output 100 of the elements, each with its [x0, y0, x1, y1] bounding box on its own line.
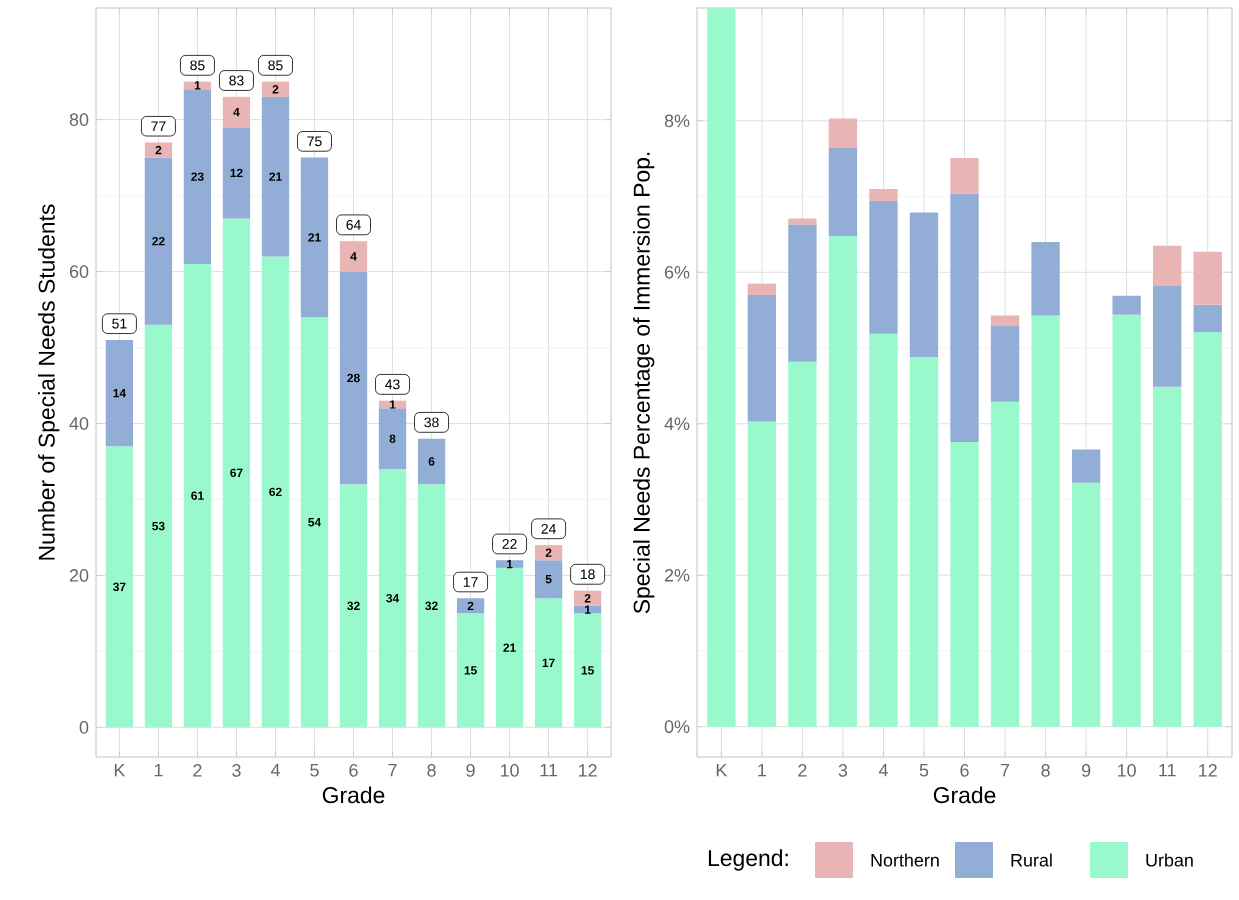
bar	[417, 438, 446, 485]
bar	[183, 263, 212, 728]
x-axis-title: Grade	[322, 786, 385, 804]
data-label: 2	[467, 601, 474, 610]
data-label: 8	[389, 434, 396, 443]
data-label: 62	[269, 487, 282, 497]
x-tick-label: 10	[1118, 764, 1136, 777]
x-tick-label: 6	[349, 764, 358, 777]
total-label: 43	[385, 379, 400, 390]
bar	[261, 96, 290, 257]
bar	[1071, 449, 1101, 483]
data-label: 15	[581, 666, 594, 675]
bar	[573, 590, 602, 606]
y-axis-title: Special Needs Percentage of Immersion Pop.	[633, 152, 655, 614]
bar	[990, 326, 1020, 402]
bar	[747, 421, 777, 727]
data-label: 34	[386, 593, 400, 603]
data-label: 32	[347, 601, 360, 611]
bar	[144, 324, 173, 728]
bar	[378, 469, 407, 728]
bar	[869, 201, 898, 334]
x-tick-label: 9	[1081, 764, 1091, 777]
bar	[1031, 241, 1060, 316]
legend-title: Legend:	[708, 849, 788, 871]
x-tick-label: 4	[878, 764, 888, 777]
bar	[534, 560, 563, 599]
y-tick-label: 0%	[664, 720, 690, 734]
data-label: 54	[308, 518, 322, 527]
bar	[339, 241, 368, 272]
legend-label: Rural	[1011, 853, 1052, 867]
data-label: 2	[272, 85, 279, 94]
data-label: 32	[425, 601, 438, 611]
total-label: 75	[307, 136, 322, 147]
bar	[909, 357, 939, 727]
bar	[456, 598, 485, 614]
bar	[747, 283, 777, 296]
x-tick-label: K	[716, 764, 728, 777]
x-tick-label: 5	[919, 764, 929, 777]
bar	[1193, 332, 1222, 727]
x-tick-label: 3	[838, 764, 848, 777]
data-label: 1	[194, 81, 201, 90]
bar	[828, 148, 858, 236]
x-tick-label: K	[114, 764, 126, 777]
bar	[788, 361, 817, 727]
x-tick-label: 8	[1041, 764, 1050, 777]
bar	[222, 96, 251, 128]
x-tick-label: 1	[758, 764, 766, 777]
y-tick-label: 20	[69, 569, 89, 582]
bar	[105, 339, 134, 447]
x-tick-label: 7	[1000, 764, 1010, 777]
x-tick-label: 8	[427, 764, 436, 777]
data-label: 17	[542, 658, 555, 667]
data-label: 67	[230, 468, 243, 478]
y-tick-label: 80	[69, 113, 89, 126]
data-label: 28	[347, 373, 360, 383]
data-label: 2	[155, 145, 162, 155]
bar	[534, 598, 563, 728]
bar	[534, 545, 563, 561]
bar	[950, 441, 979, 727]
y-tick-label: 4%	[664, 417, 690, 431]
bar	[222, 218, 251, 728]
bar	[1193, 304, 1222, 333]
bar	[788, 218, 817, 225]
x-tick-label: 2	[798, 764, 807, 777]
bar	[869, 188, 898, 202]
data-label: 6	[428, 457, 435, 466]
data-label: 1	[585, 605, 591, 614]
bar	[990, 315, 1020, 327]
bar	[707, 7, 736, 727]
y-tick-label: 2%	[664, 568, 690, 582]
bar	[1193, 251, 1222, 305]
x-tick-label: 2	[193, 764, 202, 777]
data-label: 12	[230, 168, 243, 177]
total-label: 17	[463, 577, 478, 587]
bar	[300, 157, 329, 318]
bar	[183, 89, 212, 264]
bar	[573, 613, 602, 728]
bar	[222, 127, 251, 219]
bar	[990, 401, 1020, 727]
bar	[869, 333, 898, 727]
bar	[1152, 245, 1182, 286]
bar	[909, 212, 939, 358]
x-tick-label: 4	[270, 764, 280, 777]
x-tick-label: 12	[1199, 764, 1217, 777]
data-label: 21	[308, 233, 321, 242]
data-label: 21	[503, 643, 516, 652]
x-tick-label: 6	[960, 764, 969, 777]
bar	[1152, 285, 1182, 387]
bar	[105, 446, 134, 728]
x-tick-label: 7	[388, 764, 397, 777]
total-label: 38	[424, 417, 439, 428]
bar	[747, 295, 777, 422]
bar	[828, 118, 858, 149]
bar	[788, 224, 817, 362]
total-label: 24	[541, 523, 556, 534]
legend-label: Urban	[1146, 853, 1193, 867]
y-tick-label: 6%	[664, 265, 690, 279]
bar	[261, 256, 290, 728]
y-axis-title: Number of Special Needs Students	[37, 204, 60, 560]
data-label: 37	[113, 582, 126, 592]
